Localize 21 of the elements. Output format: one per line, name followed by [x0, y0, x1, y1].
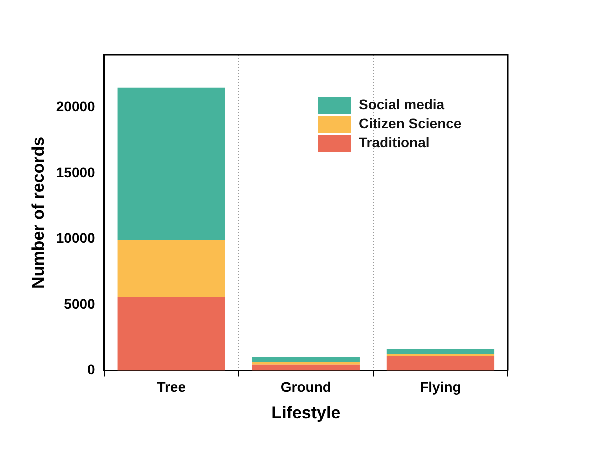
bar	[252, 364, 360, 371]
bar	[118, 240, 226, 298]
x-tick-label: Ground	[280, 379, 332, 396]
y-tick-label: 15000	[56, 164, 96, 180]
y-axis-title: Number of records	[28, 136, 48, 289]
x-axis-title: Lifestyle	[272, 403, 341, 422]
y-tick-label: 5000	[64, 296, 96, 312]
bar	[252, 356, 360, 362]
bar	[118, 297, 226, 371]
y-tick-label: 20000	[56, 98, 96, 114]
y-tick-label: 10000	[56, 230, 96, 246]
legend-label: Social media	[359, 96, 445, 112]
x-tick-label: Tree	[157, 379, 186, 396]
x-tick-label: Flying	[420, 379, 462, 396]
legend-label: Citizen Science	[359, 115, 462, 132]
bar	[252, 362, 360, 365]
y-tick-label: 0	[88, 362, 96, 378]
bar	[118, 88, 226, 241]
legend-label: Traditional	[359, 134, 430, 150]
bar	[386, 349, 495, 354]
bar	[386, 356, 495, 371]
